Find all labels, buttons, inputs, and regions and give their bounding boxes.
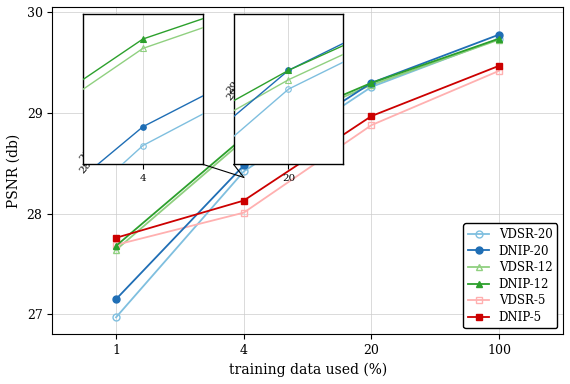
Line: VDSR-12: VDSR-12	[113, 36, 503, 253]
VDSR-5	[368, 123, 375, 127]
VDSR-5	[496, 68, 503, 73]
Y-axis label: PSNR (db): PSNR (db)	[7, 134, 21, 208]
Line: VDSR-5: VDSR-5	[113, 67, 503, 248]
X-axis label: training data used (%): training data used (%)	[229, 362, 387, 377]
VDSR-12	[241, 138, 247, 142]
VDSR-20	[241, 169, 247, 174]
DNIP-5	[496, 63, 503, 68]
VDSR-20	[496, 36, 503, 41]
DNIP-12	[368, 81, 375, 85]
DNIP-20	[113, 297, 120, 301]
Text: 28.42: 28.42	[78, 147, 104, 175]
DNIP-20	[241, 163, 247, 168]
Legend: VDSR-20, DNIP-20, VDSR-12, DNIP-12, VDSR-5, DNIP-5: VDSR-20, DNIP-20, VDSR-12, DNIP-12, VDSR…	[463, 223, 557, 328]
Line: DNIP-20: DNIP-20	[113, 31, 503, 303]
Text: 29.16: 29.16	[225, 73, 251, 102]
Text: 29.175: 29.175	[225, 61, 255, 95]
DNIP-12	[241, 135, 247, 139]
DNIP-5	[113, 235, 120, 240]
DNIP-5	[368, 114, 375, 118]
Line: DNIP-12: DNIP-12	[113, 35, 503, 249]
VDSR-12	[368, 83, 375, 87]
VDSR-12	[496, 37, 503, 42]
DNIP-20	[368, 81, 375, 85]
DNIP-20	[496, 32, 503, 37]
DNIP-12	[496, 36, 503, 41]
Line: VDSR-20: VDSR-20	[113, 35, 503, 321]
VDSR-20	[368, 84, 375, 89]
VDSR-20	[113, 315, 120, 319]
DNIP-12	[113, 243, 120, 248]
VDSR-5	[241, 210, 247, 215]
Text: 28.48: 28.48	[78, 135, 104, 163]
Line: DNIP-5: DNIP-5	[113, 62, 503, 241]
VDSR-12	[113, 248, 120, 252]
DNIP-5	[241, 198, 247, 203]
VDSR-5	[113, 243, 120, 247]
